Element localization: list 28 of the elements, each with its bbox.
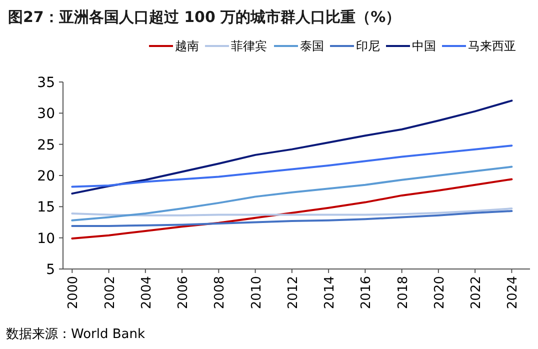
y-tick-label: 25 — [37, 137, 55, 154]
y-tick-label: 20 — [37, 168, 55, 184]
legend-label: 中国 — [412, 39, 436, 53]
x-tick-label: 2024 — [506, 276, 521, 310]
legend-label: 菲律宾 — [231, 39, 267, 53]
y-tick-label: 30 — [37, 106, 55, 122]
y-tick-label: 15 — [37, 200, 55, 216]
source-note: 数据来源：World Bank — [6, 327, 146, 342]
x-tick-label: 2010 — [249, 276, 264, 310]
legend-label: 马来西亚 — [468, 39, 516, 53]
x-tick-label: 2002 — [102, 276, 118, 310]
x-tick-label: 2008 — [212, 276, 228, 310]
chart-title: 图27：亚洲各国人口超过 100 万的城市群人口比重（%） — [8, 8, 401, 26]
x-tick-label: 2022 — [469, 276, 484, 310]
x-tick-label: 2004 — [139, 276, 154, 310]
x-tick-label: 2014 — [322, 276, 338, 310]
x-tick-label: 2006 — [176, 276, 192, 310]
y-tick-label: 10 — [37, 230, 55, 247]
x-tick-label: 2012 — [286, 276, 301, 310]
y-tick-label: 5 — [46, 262, 55, 278]
y-tick-label: 35 — [37, 75, 55, 91]
legend-label: 越南 — [175, 39, 199, 53]
x-tick-label: 2020 — [432, 276, 448, 310]
legend-label: 泰国 — [300, 39, 324, 53]
x-tick-label: 2016 — [359, 276, 374, 310]
legend-label: 印尼 — [356, 39, 380, 53]
x-tick-label: 2000 — [66, 276, 82, 310]
x-tick-label: 2018 — [396, 276, 411, 310]
